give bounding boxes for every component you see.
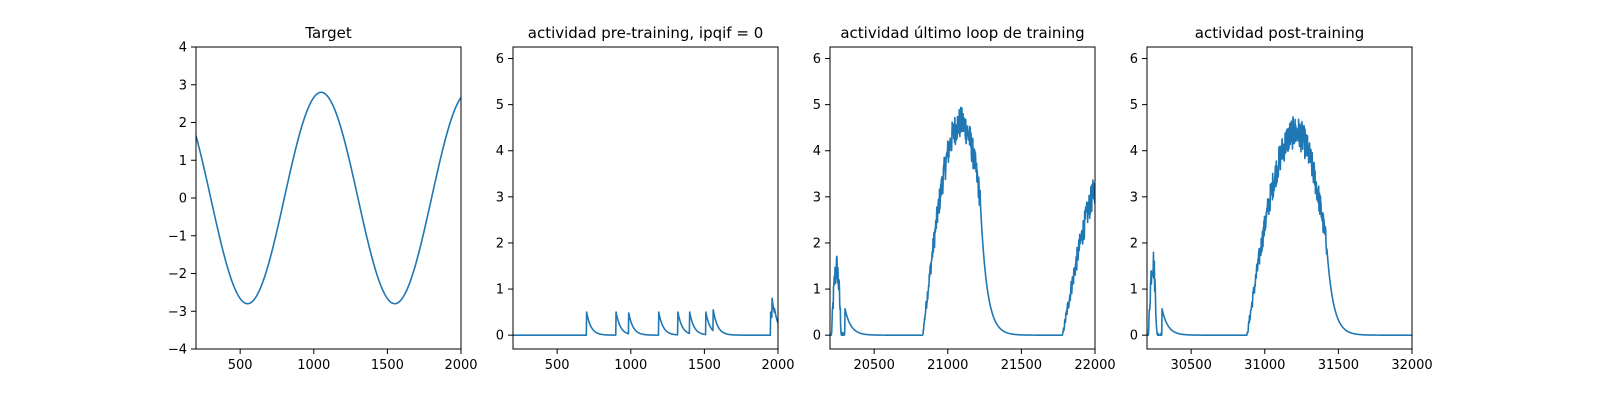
- y-tick-label: 3: [496, 190, 504, 205]
- x-tick-label: 2000: [761, 358, 794, 373]
- x-tick-label: 1000: [614, 358, 647, 373]
- y-tick-label: 2: [496, 236, 504, 251]
- chart-title: actividad último loop de training: [840, 24, 1084, 42]
- x-tick-label: 1500: [371, 358, 404, 373]
- y-tick-label: 6: [813, 52, 821, 67]
- y-tick-label: 1: [496, 283, 504, 298]
- x-tick-label: 500: [545, 358, 570, 373]
- x-tick-label: 500: [228, 358, 253, 373]
- series-line-1: [830, 106, 1095, 336]
- chart-title: actividad pre-training, ipqif = 0: [528, 24, 764, 42]
- chart-title: actividad post-training: [1195, 24, 1364, 42]
- y-tick-label: 0: [813, 329, 821, 344]
- y-tick-label: −2: [168, 267, 187, 282]
- x-tick-label: 20500: [853, 358, 894, 373]
- y-tick-label: −1: [168, 229, 187, 244]
- y-tick-label: −3: [168, 305, 187, 320]
- x-tick-label: 32000: [1391, 358, 1432, 373]
- y-tick-label: 4: [496, 144, 504, 159]
- y-tick-label: 0: [496, 329, 504, 344]
- plot-frame: [512, 46, 779, 350]
- x-tick-label: 22000: [1074, 358, 1115, 373]
- y-tick-label: 2: [813, 236, 821, 251]
- series-line-1: [513, 297, 778, 336]
- y-tick-label: 5: [813, 98, 821, 113]
- y-tick-label: 1: [1130, 283, 1138, 298]
- chart-panel-1: Target 500 1000 1500 2000 −4 −3 −2 −1 0 1 2 3 4: [168, 24, 478, 373]
- x-tick-label: 1000: [297, 358, 330, 373]
- y-tick-label: 4: [813, 144, 821, 159]
- y-tick-label: 5: [1130, 98, 1138, 113]
- x-tick-label: 21000: [927, 358, 968, 373]
- y-tick-label: −4: [168, 343, 187, 358]
- x-tick-label: 30500: [1170, 358, 1211, 373]
- x-tick-label: 31500: [1318, 358, 1359, 373]
- plot-frame: [195, 46, 462, 350]
- y-tick-label: 3: [179, 78, 187, 93]
- y-tick-label: 4: [1130, 144, 1138, 159]
- chart-panel-2: actividad pre-training, ipqif = 0 500 1000…: [496, 24, 795, 373]
- y-tick-label: 4: [179, 41, 187, 56]
- chart-title: Target: [304, 24, 352, 42]
- y-tick-label: 0: [179, 192, 187, 207]
- y-tick-label: 3: [813, 190, 821, 205]
- y-tick-label: 0: [1130, 329, 1138, 344]
- y-tick-label: 5: [496, 98, 504, 113]
- y-tick-label: 1: [813, 283, 821, 298]
- y-tick-label: 2: [1130, 236, 1138, 251]
- series-line-1: [196, 91, 461, 305]
- x-tick-label: 2000: [444, 358, 477, 373]
- plot-frame: [829, 46, 1096, 350]
- y-tick-label: 6: [496, 52, 504, 67]
- x-tick-label: 21500: [1001, 358, 1042, 373]
- y-tick-label: 2: [179, 116, 187, 131]
- series-line-1: [1147, 116, 1412, 336]
- x-tick-label: 31000: [1244, 358, 1285, 373]
- y-tick-label: 1: [179, 154, 187, 169]
- x-tick-label: 1500: [688, 358, 721, 373]
- plot-frame: [1146, 46, 1413, 350]
- y-tick-label: 6: [1130, 52, 1138, 67]
- y-tick-label: 3: [1130, 190, 1138, 205]
